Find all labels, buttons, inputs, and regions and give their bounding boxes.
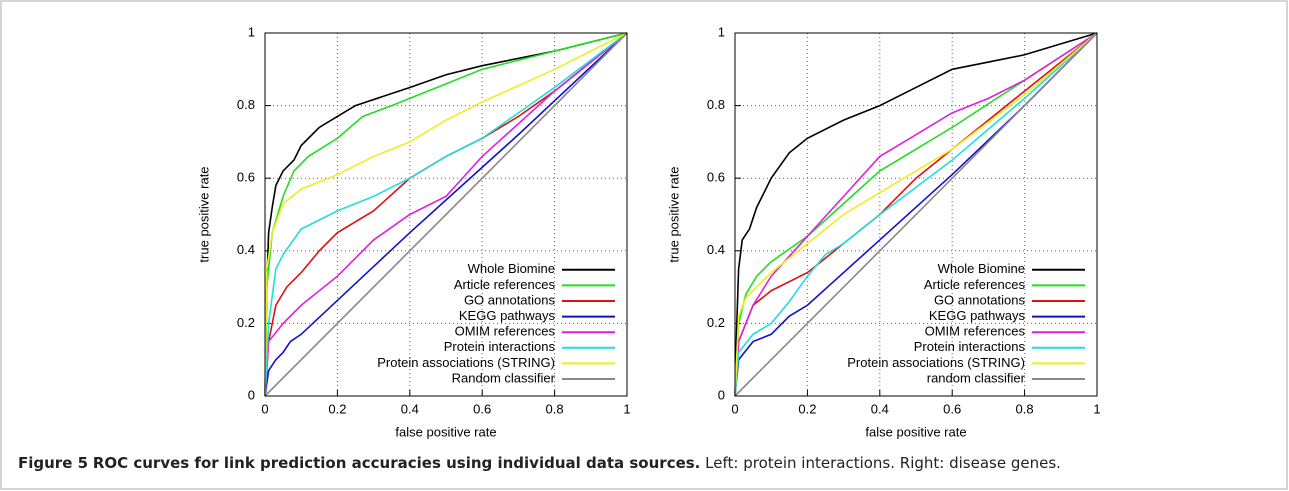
legend-label: Article references (454, 277, 556, 292)
legend-label: Protein associations (STRING) (377, 355, 555, 370)
x-axis-label: false positive rate (395, 424, 496, 439)
x-tick-label: 0 (731, 401, 738, 416)
roc-curve (734, 32, 1098, 397)
roc-curve (264, 32, 628, 397)
roc-curve (264, 32, 628, 397)
y-tick-label: 0.6 (707, 170, 725, 185)
legend-label: Whole Biomine (938, 261, 1025, 276)
y-tick-label: 1 (248, 24, 255, 39)
roc-curve (734, 32, 1098, 397)
x-tick-label: 0 (261, 401, 268, 416)
y-tick-label: 0.8 (237, 97, 255, 112)
x-tick-label: 0.6 (473, 401, 491, 416)
x-tick-label: 0.4 (871, 401, 889, 416)
legend-label: GO annotations (464, 292, 556, 307)
legend-label: Protein interactions (444, 339, 556, 354)
y-axis-label: true positive rate (666, 166, 681, 262)
roc-curve (264, 32, 628, 397)
x-tick-label: 1 (623, 401, 630, 416)
y-tick-label: 1 (718, 24, 725, 39)
y-tick-label: 0.4 (237, 242, 255, 257)
roc-curve (264, 32, 628, 397)
plot-frame (264, 32, 628, 397)
legend-label: KEGG pathways (929, 308, 1026, 323)
x-tick-label: 0.6 (943, 401, 961, 416)
roc-curve (734, 32, 1098, 397)
y-tick-label: 0.8 (707, 97, 725, 112)
legend-label: Article references (924, 277, 1026, 292)
x-tick-label: 0.4 (401, 401, 419, 416)
caption-text: Left: protein interactions. Right: disea… (705, 454, 1061, 472)
roc-curve (734, 32, 1098, 397)
x-tick-label: 1 (1093, 401, 1100, 416)
legend-label: GO annotations (934, 292, 1026, 307)
roc-curve (734, 32, 1098, 397)
legend-label: KEGG pathways (459, 308, 556, 323)
legend-label: random classifier (927, 370, 1026, 385)
y-tick-label: 0.6 (237, 170, 255, 185)
plot-frame (734, 32, 1098, 397)
x-tick-label: 0.2 (798, 401, 816, 416)
legend-label: OMIM references (455, 324, 556, 339)
x-axis-label: false positive rate (865, 424, 966, 439)
y-tick-label: 0 (718, 387, 725, 402)
roc-curve (734, 32, 1098, 397)
caption-title: ROC curves for link prediction accuracie… (92, 454, 701, 472)
roc-curve (264, 32, 628, 397)
legend-label: Protein interactions (914, 339, 1026, 354)
x-tick-label: 0.8 (546, 401, 564, 416)
y-tick-label: 0.2 (707, 315, 725, 330)
x-tick-label: 0.8 (1016, 401, 1034, 416)
legend-label: Random classifier (452, 370, 556, 385)
y-tick-label: 0.4 (707, 242, 725, 257)
roc-curve (264, 32, 628, 397)
legend-label: OMIM references (925, 324, 1026, 339)
caption: Figure 5 ROC curves for link prediction … (18, 454, 1061, 472)
y-axis-label: true positive rate (196, 166, 211, 262)
x-tick-label: 0.2 (328, 401, 346, 416)
caption-label: Figure 5 (18, 454, 89, 472)
y-tick-label: 0 (248, 387, 255, 402)
legend-label: Whole Biomine (468, 261, 555, 276)
roc-curve (264, 32, 628, 397)
y-tick-label: 0.2 (237, 315, 255, 330)
legend-label: Protein associations (STRING) (847, 355, 1025, 370)
